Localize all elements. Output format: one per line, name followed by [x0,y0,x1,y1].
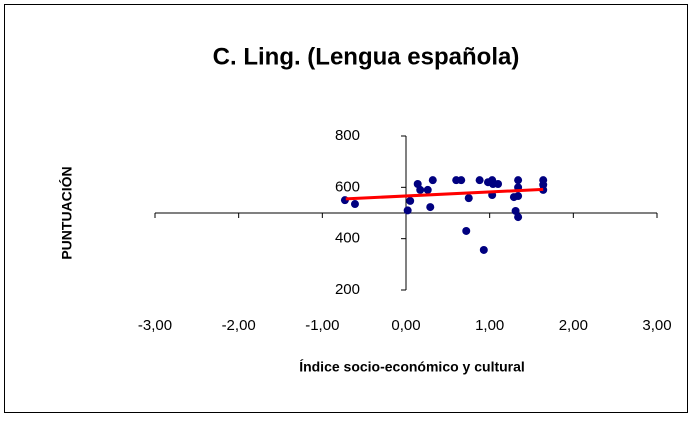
x-tick-label: -3,00 [138,317,172,334]
x-tick-label: 0,00 [391,317,420,334]
trend-line [345,187,544,201]
chart-title: C. Ling. (Lengua española) [213,43,520,70]
point [416,185,425,194]
chart-border [4,4,688,413]
point [426,203,435,212]
point [464,194,473,203]
point [406,196,415,205]
point [423,185,432,194]
x-tick-label: 2,00 [559,317,588,334]
y-tick-label: 400 [335,230,360,247]
y-tick-label: 800 [335,127,360,144]
x-tick-label: -1,00 [305,317,339,334]
x-axis-label: Índice socio-económico y cultural [299,359,525,375]
y-axis-label: PUNTUACIÓN [58,166,75,259]
point [479,245,488,254]
point [475,176,484,185]
point [462,226,471,235]
point [511,206,520,215]
point [514,176,523,185]
point [514,192,523,201]
x-tick-label: 1,00 [475,317,504,334]
point [350,200,359,209]
point [514,213,523,222]
x-tick-label: -2,00 [222,317,256,334]
point [403,206,412,215]
y-tick-label: 200 [335,281,360,298]
point [494,179,503,188]
y-tick-label: 600 [335,178,360,195]
point [428,176,437,185]
point [457,176,466,185]
x-tick-label: 3,00 [642,317,671,334]
